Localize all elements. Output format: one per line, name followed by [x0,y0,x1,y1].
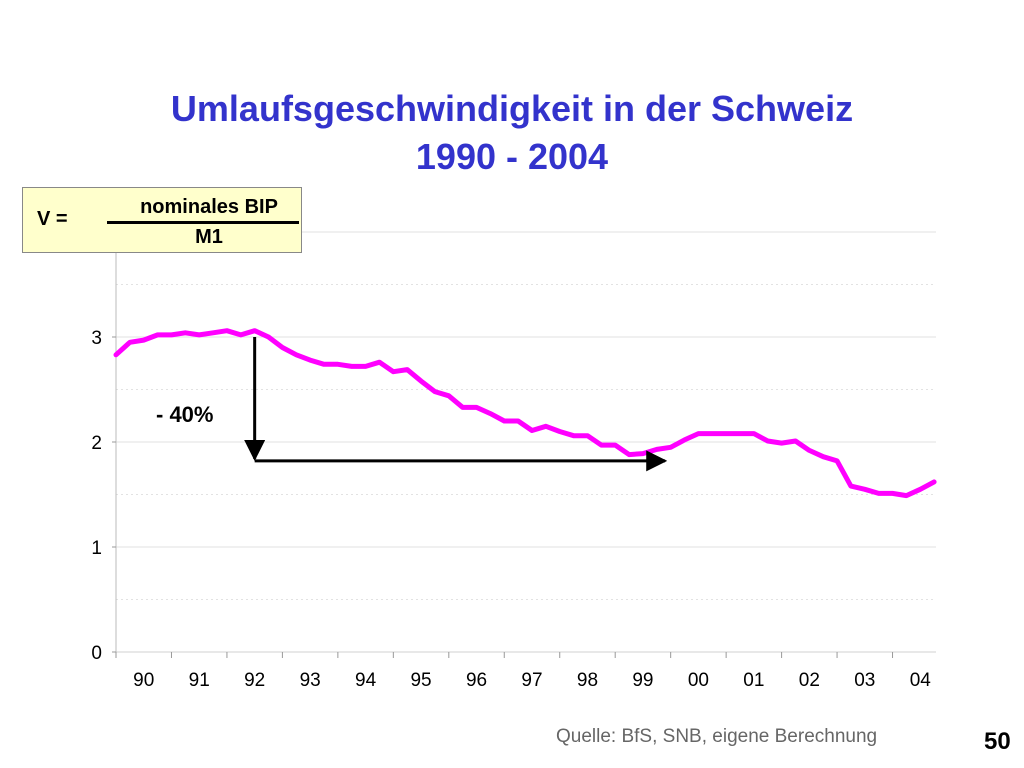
x-tick-label: 95 [410,670,431,691]
x-tick-label: 90 [133,670,154,691]
y-tick-label: 3 [91,328,102,349]
x-tick-label: 92 [244,670,265,691]
y-tick-label: 0 [91,643,102,664]
formula-box: V = nominales BIP M1 [22,187,302,253]
fraction-bar [107,221,299,224]
x-tick-label: 00 [688,670,709,691]
x-tick-label: 93 [300,670,321,691]
page-number: 50 [984,728,1011,755]
formula-numerator: nominales BIP [140,196,278,218]
x-tick-label: 98 [577,670,598,691]
decline-annotation: - 40% [156,337,668,472]
x-tick-label: 01 [743,670,764,691]
annotation-label: - 40% [156,402,213,427]
chart-title-line1: Umlaufsgeschwindigkeit in der Schweiz [170,88,854,129]
formula-denominator: M1 [195,226,223,248]
gridlines [116,231,936,653]
x-tick-label: 91 [189,670,210,691]
x-tick-label: 97 [521,670,542,691]
y-tick-labels: 0 1 2 3 [91,328,116,664]
x-tick-labels: 90 91 92 93 94 95 96 97 98 99 00 01 02 03 04 [115,652,932,691]
x-tick-label: 99 [632,670,653,691]
x-tick-label: 02 [799,670,820,691]
y-tick-label: 1 [91,538,102,559]
x-tick-label: 04 [910,670,932,691]
x-tick-label: 96 [466,670,487,691]
x-tick-label: 94 [355,670,377,691]
formula-lhs: V = [37,208,68,230]
x-tick-label: 03 [854,670,875,691]
series-line [113,328,937,499]
y-tick-label: 2 [91,433,102,454]
chart-title-line2: 1990 - 2004 [415,136,609,177]
source-note: Quelle: BfS, SNB, eigene Berechnung [556,726,878,747]
